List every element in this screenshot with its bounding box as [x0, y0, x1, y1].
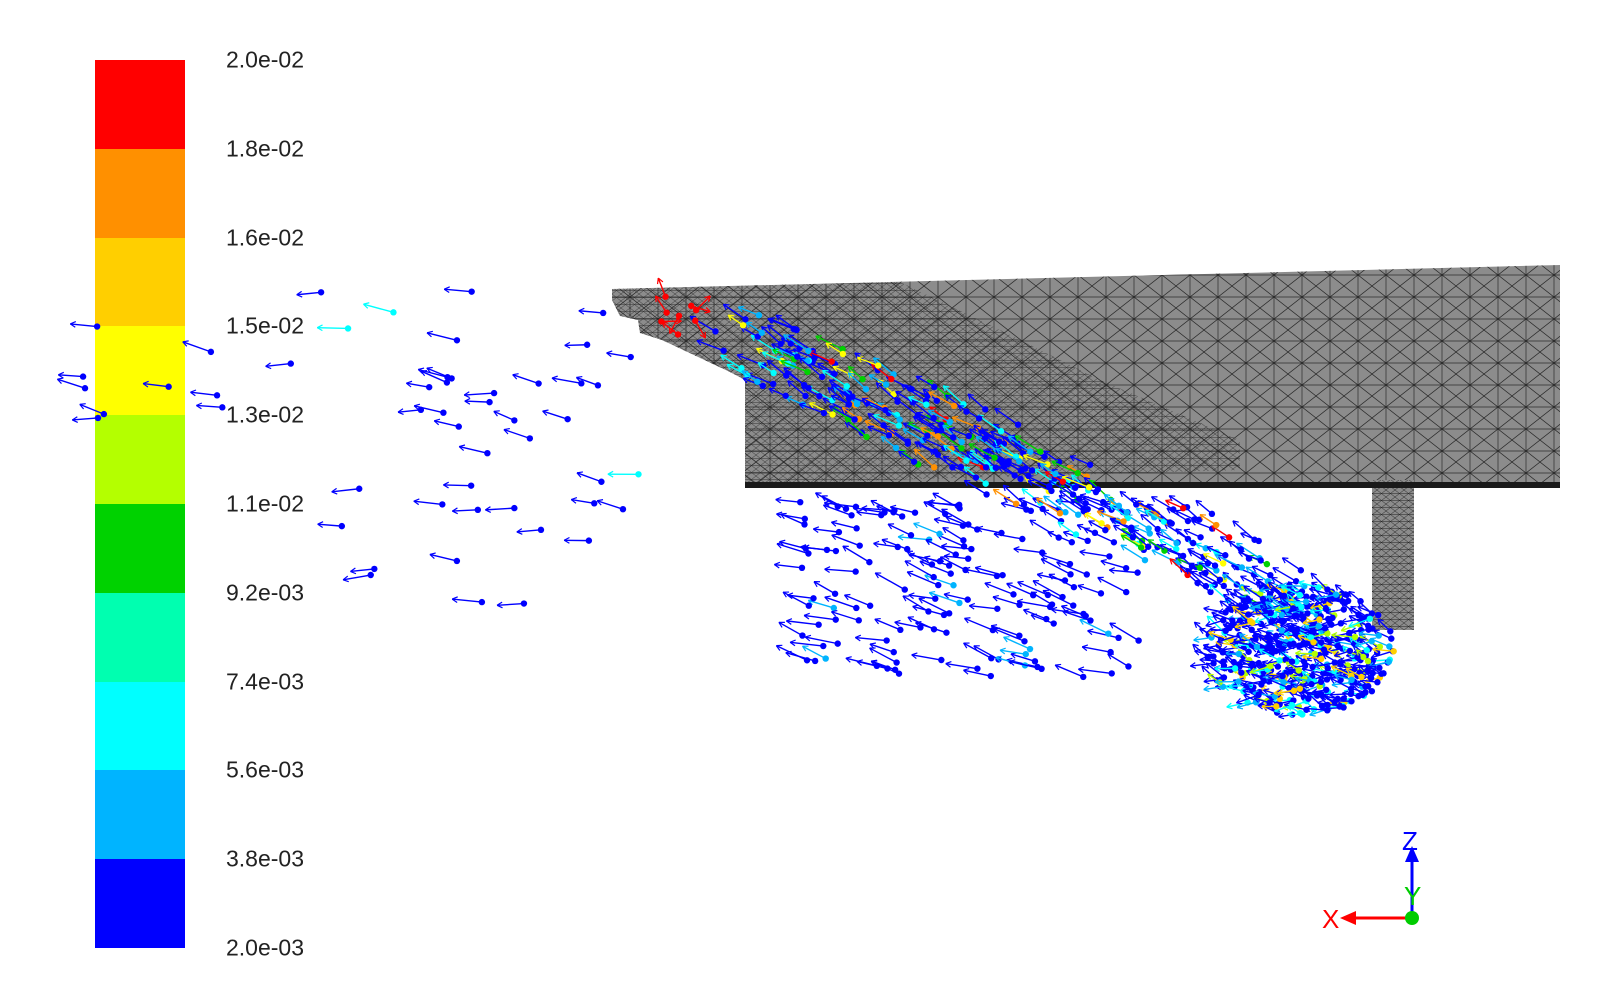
z-axis-label: Z [1402, 826, 1418, 856]
colormap-tick-label: 1.1e-02 [226, 490, 305, 517]
colormap-tick-label: 1.8e-02 [226, 135, 305, 162]
colormap-tick-label: 2.0e-03 [226, 934, 305, 961]
colormap-tick-label: 1.5e-02 [226, 312, 305, 339]
y-axis-label: Y [1404, 881, 1421, 911]
colormap-tick-label: 5.6e-03 [226, 756, 305, 783]
colormap-band [95, 60, 185, 150]
colormap-tick-label: 7.4e-03 [226, 668, 305, 695]
colormap-band [95, 681, 185, 771]
colormap-band [95, 504, 185, 594]
colormap-tick-label: 1.6e-02 [226, 224, 305, 251]
x-axis-label: X [1322, 904, 1339, 934]
velocity-vectors [56, 277, 1397, 720]
colormap-band [95, 326, 185, 416]
colormap-band [95, 770, 185, 860]
colormap-band [95, 859, 185, 949]
colormap-tick-label: 3.8e-03 [226, 845, 305, 872]
z-axis-head [1405, 846, 1419, 862]
colormap-legend [95, 60, 185, 949]
colormap-band [95, 415, 185, 505]
colormap-tick-label: 1.3e-02 [226, 401, 305, 428]
colormap-band [95, 592, 185, 683]
y-axis-dot [1405, 911, 1419, 925]
colormap-tick-label: 9.2e-03 [226, 579, 305, 606]
x-axis-head [1340, 911, 1356, 925]
colormap-band [95, 148, 185, 239]
colormap-tick-label: 2.0e-02 [226, 46, 305, 73]
axes-triad: X Z Y [1322, 826, 1421, 934]
colormap-band [95, 237, 185, 327]
